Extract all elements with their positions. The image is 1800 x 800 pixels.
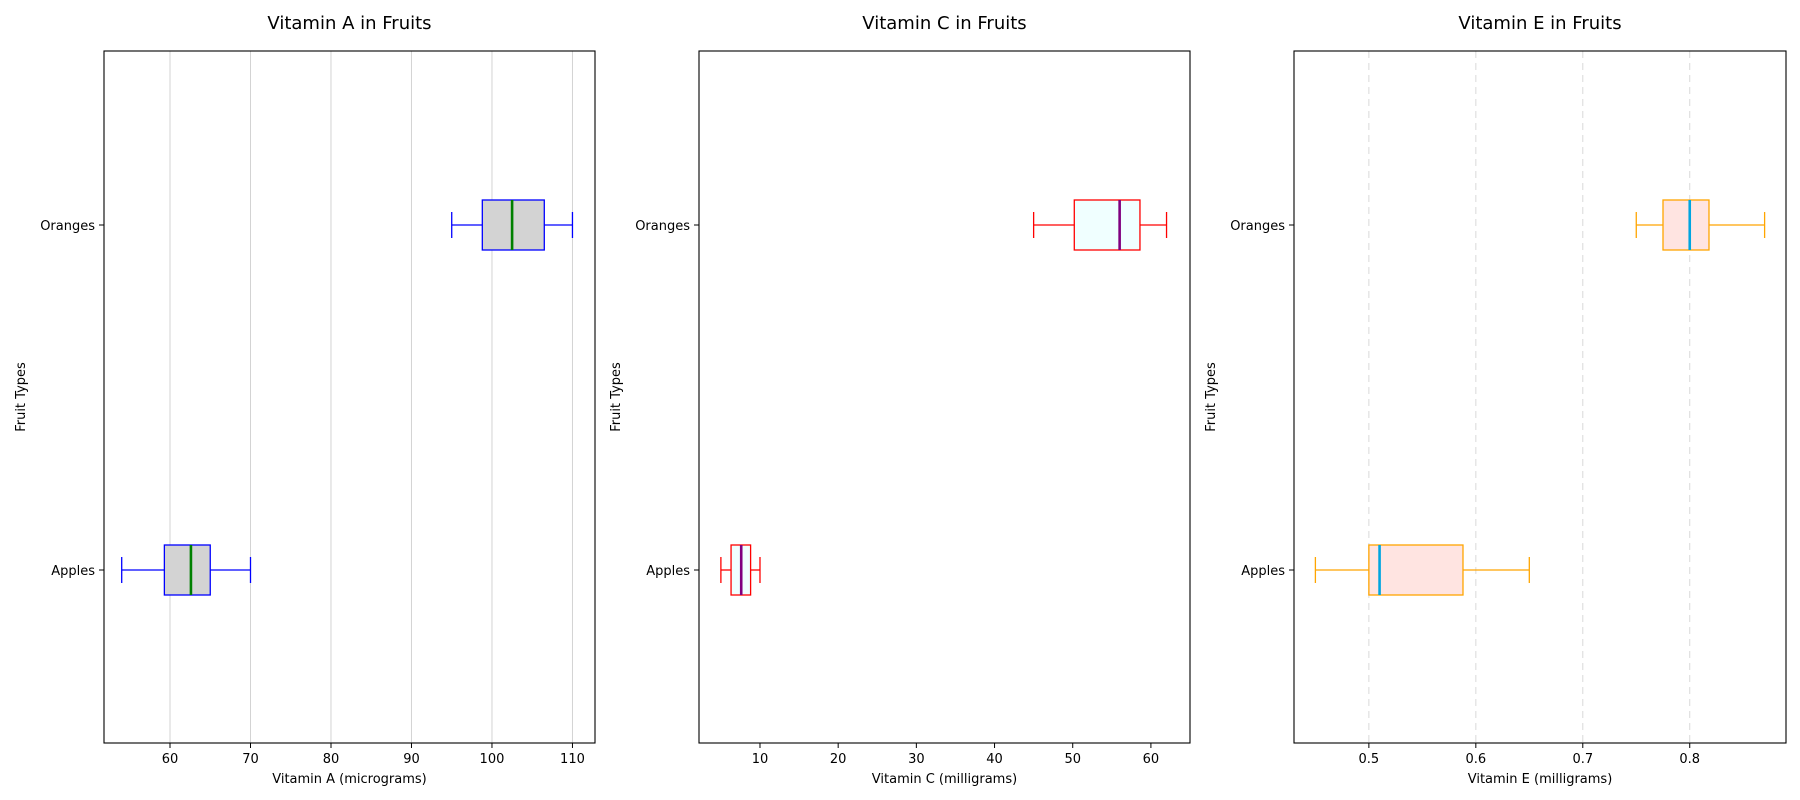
y-tick-label-oranges: Oranges (40, 219, 95, 234)
y-tick-label-apples: Apples (51, 564, 95, 579)
x-axis-label: Vitamin C (milligrams) (872, 772, 1017, 787)
axes-frame (103, 50, 596, 744)
axes-frame (1293, 50, 1787, 744)
x-tick-label-4: 90 (403, 752, 420, 767)
x-tick-label-1: 0.5 (1359, 752, 1380, 767)
x-tick-label-3: 0.7 (1572, 752, 1593, 767)
y-tick-label-apples: Apples (646, 564, 690, 579)
x-tick-label-6: 60 (1143, 752, 1160, 767)
box-oranges (451, 199, 574, 251)
y-tick-label-oranges: Oranges (635, 219, 690, 234)
x-axis-label: Vitamin A (micrograms) (272, 772, 427, 787)
y-tick-label-apples: Apples (1241, 564, 1285, 579)
x-tick-label-1: 10 (752, 752, 769, 767)
x-tick-label-5: 100 (480, 752, 505, 767)
x-tick-label-2: 0.6 (1465, 752, 1486, 767)
x-tick-label-2: 20 (830, 752, 847, 767)
x-tick-label-2: 70 (242, 752, 259, 767)
axes-frame (698, 50, 1191, 744)
box-apples (720, 544, 761, 596)
chart-panel-2: 10 20 30 40 50 60 Apples Oranges Vitamin C in Fr… (609, 13, 1191, 787)
x-tick-label-6: 110 (560, 752, 585, 767)
chart-title: Vitamin C in Fruits (862, 13, 1026, 34)
chart-title: Vitamin E in Fruits (1458, 13, 1621, 34)
x-axis-label: Vitamin E (milligrams) (1468, 772, 1613, 787)
box-oranges (1032, 199, 1168, 251)
box-apples (1314, 544, 1530, 596)
box-iqr (1368, 544, 1464, 596)
box-iqr (1662, 199, 1710, 251)
x-tick-label-5: 50 (1064, 752, 1081, 767)
chart-panel-1: 60 70 80 90 100 110 Apples Oranges Vitamin A in … (14, 13, 596, 787)
x-tick-label-4: 0.8 (1679, 752, 1700, 767)
x-tick-label-4: 40 (986, 752, 1003, 767)
box-apples (121, 544, 252, 596)
x-tick-label-3: 30 (908, 752, 925, 767)
box-oranges (1635, 199, 1766, 251)
x-tick-label-3: 80 (323, 752, 340, 767)
y-tick-label-oranges: Oranges (1230, 219, 1285, 234)
x-tick-label-1: 60 (162, 752, 179, 767)
chart-title: Vitamin A in Fruits (267, 13, 431, 34)
box-iqr (1073, 199, 1141, 251)
y-axis-label: Fruit Types (609, 362, 624, 432)
y-axis-label: Fruit Types (14, 362, 29, 432)
box-iqr (163, 544, 211, 596)
chart-panel-3: 0.5 0.6 0.7 0.8 Apples Oranges Vitamin E in Fr… (1204, 13, 1787, 787)
y-axis-label: Fruit Types (1204, 362, 1219, 432)
